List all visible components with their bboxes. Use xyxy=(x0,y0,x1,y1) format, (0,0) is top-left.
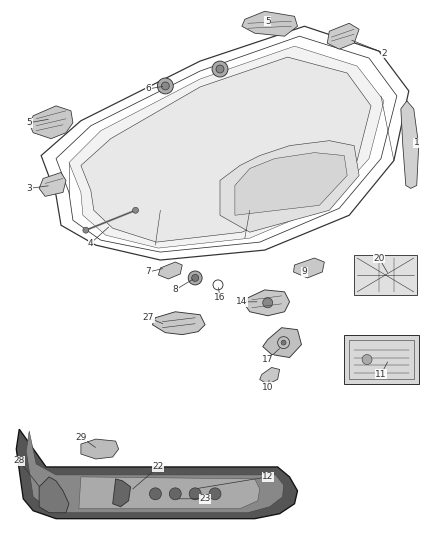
Polygon shape xyxy=(354,255,417,295)
Circle shape xyxy=(170,488,181,500)
Text: 3: 3 xyxy=(26,184,32,193)
Polygon shape xyxy=(327,23,359,49)
Circle shape xyxy=(188,271,202,285)
Text: 6: 6 xyxy=(145,84,151,93)
Polygon shape xyxy=(69,46,384,248)
Circle shape xyxy=(281,340,286,345)
Polygon shape xyxy=(293,258,324,278)
Polygon shape xyxy=(81,57,371,242)
Polygon shape xyxy=(220,141,359,232)
Text: 22: 22 xyxy=(153,463,164,472)
Text: 5: 5 xyxy=(265,17,271,26)
Polygon shape xyxy=(159,262,182,279)
Text: 1: 1 xyxy=(414,138,420,147)
Text: 12: 12 xyxy=(262,472,273,481)
Polygon shape xyxy=(26,431,283,513)
Circle shape xyxy=(157,78,173,94)
Polygon shape xyxy=(79,477,260,508)
Polygon shape xyxy=(39,173,66,196)
Text: 14: 14 xyxy=(236,297,247,306)
Text: 17: 17 xyxy=(262,355,273,364)
Text: 4: 4 xyxy=(88,239,94,248)
Text: 27: 27 xyxy=(143,313,154,322)
Circle shape xyxy=(83,227,89,233)
Text: 29: 29 xyxy=(75,433,87,442)
Circle shape xyxy=(362,354,372,365)
Polygon shape xyxy=(16,429,297,519)
Text: 5: 5 xyxy=(26,118,32,127)
Circle shape xyxy=(216,65,224,73)
Circle shape xyxy=(149,488,161,500)
Polygon shape xyxy=(260,367,279,384)
Text: 7: 7 xyxy=(145,268,151,277)
Polygon shape xyxy=(245,290,290,316)
Text: 11: 11 xyxy=(375,370,387,379)
Text: 28: 28 xyxy=(14,456,25,465)
Text: 20: 20 xyxy=(373,254,385,263)
Polygon shape xyxy=(401,101,419,188)
Circle shape xyxy=(133,207,138,213)
Polygon shape xyxy=(39,477,69,513)
Text: 23: 23 xyxy=(199,494,211,503)
Polygon shape xyxy=(344,335,419,384)
Polygon shape xyxy=(152,312,205,335)
Circle shape xyxy=(189,488,201,500)
Text: 10: 10 xyxy=(262,383,273,392)
Text: 2: 2 xyxy=(381,49,387,58)
Polygon shape xyxy=(235,152,347,215)
Text: 9: 9 xyxy=(302,268,307,277)
Polygon shape xyxy=(29,106,73,139)
Polygon shape xyxy=(81,439,119,459)
Circle shape xyxy=(192,274,198,281)
Polygon shape xyxy=(113,479,131,507)
Circle shape xyxy=(161,82,170,90)
Circle shape xyxy=(209,488,221,500)
Circle shape xyxy=(263,298,273,308)
Text: 8: 8 xyxy=(173,285,178,294)
Polygon shape xyxy=(242,11,297,36)
Text: 16: 16 xyxy=(214,293,226,302)
Circle shape xyxy=(212,61,228,77)
Polygon shape xyxy=(263,328,301,358)
